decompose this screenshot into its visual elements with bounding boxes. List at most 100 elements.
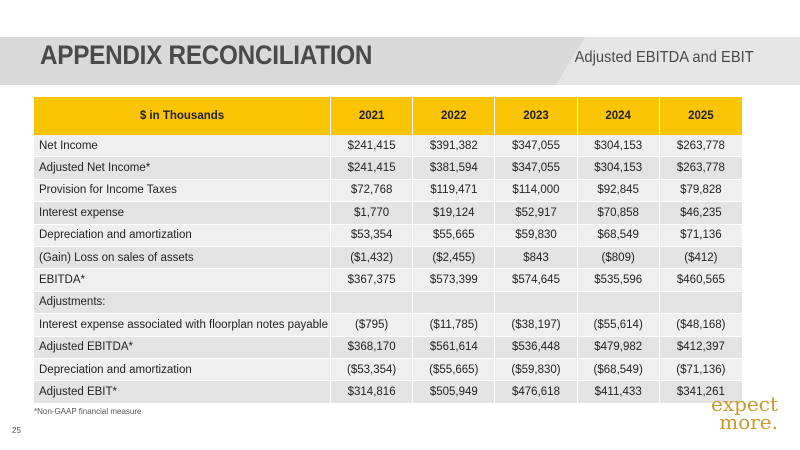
row-value: ($59,830) bbox=[495, 358, 578, 382]
row-value: $843 bbox=[495, 246, 578, 270]
row-value: ($809) bbox=[577, 246, 660, 270]
table-body: Net Income $241,415 $391,382 $347,055 $304,1… bbox=[34, 135, 742, 404]
row-value: ($55,665) bbox=[413, 358, 496, 382]
row-value: ($2,455) bbox=[413, 246, 496, 270]
row-value bbox=[413, 291, 496, 315]
row-value: $479,982 bbox=[577, 336, 660, 359]
row-value: $55,665 bbox=[413, 224, 496, 247]
row-value bbox=[495, 291, 578, 315]
page-subtitle: Adjusted EBITDA and EBIT bbox=[574, 49, 754, 66]
expect-more-logo: expect more. bbox=[668, 392, 778, 440]
row-value: $92,845 bbox=[577, 179, 660, 203]
page-number: 25 bbox=[12, 426, 21, 435]
row-value: $347,055 bbox=[495, 135, 578, 158]
row-value: $535,596 bbox=[577, 269, 660, 292]
row-value: ($55,614) bbox=[577, 314, 660, 337]
row-value: ($48,168) bbox=[659, 314, 742, 337]
row-value: $574,645 bbox=[495, 269, 578, 292]
row-label: Provision for Income Taxes bbox=[34, 179, 332, 203]
table-row: Depreciation and amortization ($53,354) ($… bbox=[34, 358, 742, 382]
row-value: $412,397 bbox=[659, 336, 742, 359]
row-value: $59,830 bbox=[495, 224, 578, 247]
row-value: $263,778 bbox=[659, 135, 742, 158]
row-value: $19,124 bbox=[413, 202, 496, 225]
row-label: EBITDA* bbox=[34, 269, 332, 292]
row-value: $72,768 bbox=[331, 179, 414, 203]
row-label: Interest expense associated with floorpl… bbox=[34, 314, 332, 337]
row-value: $1,770 bbox=[331, 202, 414, 225]
row-value: ($11,785) bbox=[413, 314, 496, 337]
row-value: $347,055 bbox=[495, 157, 578, 180]
row-value: $368,170 bbox=[331, 336, 414, 359]
footnote: *Non-GAAP financial measure bbox=[34, 407, 142, 416]
row-value: $536,448 bbox=[495, 336, 578, 359]
row-label: Depreciation and amortization bbox=[34, 358, 332, 382]
page-title: APPENDIX RECONCILIATION bbox=[40, 40, 373, 70]
row-value: $314,816 bbox=[331, 381, 414, 404]
column-header-year: 2025 bbox=[659, 97, 742, 135]
logo-line-1: expect bbox=[711, 392, 778, 416]
column-header-year: 2022 bbox=[413, 97, 496, 135]
logo-line-2: more. bbox=[719, 410, 778, 434]
row-value: $304,153 bbox=[577, 135, 660, 158]
table-row: Adjusted EBIT* $314,816 $505,949 $476,618 $4… bbox=[34, 381, 742, 404]
row-value: $79,828 bbox=[659, 179, 742, 203]
row-label: Adjusted EBITDA* bbox=[34, 336, 332, 359]
row-label: (Gain) Loss on sales of assets bbox=[34, 246, 332, 270]
row-value: ($53,354) bbox=[331, 358, 414, 382]
row-value: $263,778 bbox=[659, 157, 742, 180]
row-value: $241,415 bbox=[331, 135, 414, 158]
row-value: $381,594 bbox=[413, 157, 496, 180]
table-row: Depreciation and amortization $53,354 $55,… bbox=[34, 224, 742, 247]
table-row: Provision for Income Taxes $72,768 $119,47… bbox=[34, 179, 742, 203]
row-value: $505,949 bbox=[413, 381, 496, 404]
row-label: Interest expense bbox=[34, 202, 332, 225]
row-value: $391,382 bbox=[413, 135, 496, 158]
row-value bbox=[577, 291, 660, 315]
row-value: $476,618 bbox=[495, 381, 578, 404]
table-row: Net Income $241,415 $391,382 $347,055 $304,1… bbox=[34, 135, 742, 158]
row-value bbox=[331, 291, 414, 315]
row-value: $367,375 bbox=[331, 269, 414, 292]
table-row: (Gain) Loss on sales of assets ($1,432) ($… bbox=[34, 246, 742, 270]
row-value: ($68,549) bbox=[577, 358, 660, 382]
row-value: ($71,136) bbox=[659, 358, 742, 382]
row-value: ($795) bbox=[331, 314, 414, 337]
table-row: Adjusted EBITDA* $368,170 $561,614 $536,448… bbox=[34, 336, 742, 359]
row-label: Depreciation and amortization bbox=[34, 224, 332, 247]
row-value: ($1,432) bbox=[331, 246, 414, 270]
row-value: $561,614 bbox=[413, 336, 496, 359]
row-value: $70,858 bbox=[577, 202, 660, 225]
column-header-year: 2024 bbox=[577, 97, 660, 135]
row-value: $114,000 bbox=[495, 179, 578, 203]
table-row: Adjustments: bbox=[34, 291, 742, 315]
row-label: Adjusted Net Income* bbox=[34, 157, 332, 180]
header-band-shape bbox=[0, 37, 800, 85]
header-band bbox=[0, 37, 800, 85]
reconciliation-table: $ in Thousands 2021 2022 2023 2024 2025 … bbox=[34, 97, 742, 404]
table-header-row: $ in Thousands 2021 2022 2023 2024 2025 bbox=[34, 97, 742, 135]
column-header-year: 2023 bbox=[495, 97, 578, 135]
row-label: Adjustments: bbox=[34, 291, 332, 315]
table-row: Interest expense $1,770 $19,124 $52,917 $70,… bbox=[34, 202, 742, 225]
row-value: $241,415 bbox=[331, 157, 414, 180]
row-value: $460,565 bbox=[659, 269, 742, 292]
column-header-label: $ in Thousands bbox=[34, 97, 332, 135]
row-value: $68,549 bbox=[577, 224, 660, 247]
row-label: Adjusted EBIT* bbox=[34, 381, 332, 404]
row-value: $53,354 bbox=[331, 224, 414, 247]
row-label: Net Income bbox=[34, 135, 332, 158]
table-row: Adjusted Net Income* $241,415 $381,594 $347… bbox=[34, 157, 742, 180]
row-value: $304,153 bbox=[577, 157, 660, 180]
table-row: Interest expense associated with floorpl… bbox=[34, 314, 742, 337]
row-value: $341,261 bbox=[659, 381, 742, 404]
row-value bbox=[659, 291, 742, 315]
row-value: ($38,197) bbox=[495, 314, 578, 337]
row-value: $573,399 bbox=[413, 269, 496, 292]
row-value: ($412) bbox=[659, 246, 742, 270]
row-value: $119,471 bbox=[413, 179, 496, 203]
row-value: $52,917 bbox=[495, 202, 578, 225]
table-row: EBITDA* $367,375 $573,399 $574,645 $535,596 $… bbox=[34, 269, 742, 292]
row-value: $411,433 bbox=[577, 381, 660, 404]
row-value: $71,136 bbox=[659, 224, 742, 247]
